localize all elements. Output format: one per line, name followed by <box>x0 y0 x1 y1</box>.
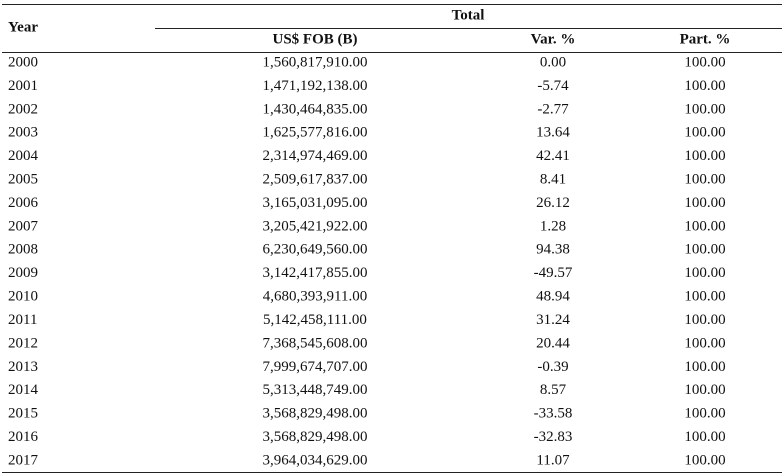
total-header: Total <box>452 7 485 23</box>
fob-header: US$ FOB (B) <box>272 31 357 47</box>
part-cell: 100.00 <box>684 382 725 398</box>
fob-cell: 1,430,464,835.00 <box>263 101 368 117</box>
fob-cell: 7,368,545,608.00 <box>263 335 368 351</box>
var-cell: 0.00 <box>540 54 566 70</box>
year-cell: 2001 <box>8 78 38 94</box>
fob-cell: 3,568,829,498.00 <box>263 406 368 422</box>
var-cell: -5.74 <box>537 78 569 94</box>
part-cell: 100.00 <box>684 359 725 375</box>
year-cell: 2015 <box>8 406 38 422</box>
var-cell: -49.57 <box>534 265 573 281</box>
year-cell: 2005 <box>8 171 38 187</box>
part-cell: 100.00 <box>684 125 725 141</box>
var-cell: -2.77 <box>537 101 569 117</box>
part-cell: 100.00 <box>684 452 725 468</box>
var-cell: 26.12 <box>536 195 570 211</box>
year-cell: 2000 <box>8 54 38 70</box>
part-header: Part. % <box>680 31 731 47</box>
var-cell: 13.64 <box>536 125 570 141</box>
year-cell: 2013 <box>8 359 38 375</box>
fob-cell: 3,568,829,498.00 <box>263 429 368 445</box>
part-cell: 100.00 <box>684 101 725 117</box>
fob-cell: 1,560,817,910.00 <box>263 54 368 70</box>
year-cell: 2008 <box>8 242 38 258</box>
part-cell: 100.00 <box>684 171 725 187</box>
fob-cell: 2,314,974,469.00 <box>263 148 368 164</box>
year-cell: 2007 <box>8 218 39 234</box>
var-cell: 42.41 <box>536 148 570 164</box>
part-cell: 100.00 <box>684 312 725 328</box>
year-cell: 2004 <box>8 148 39 164</box>
fob-cell: 1,625,577,816.00 <box>263 125 368 141</box>
fob-cell: 3,142,417,855.00 <box>263 265 368 281</box>
part-cell: 100.00 <box>684 78 725 94</box>
fob-cell: 6,230,649,560.00 <box>263 242 368 258</box>
var-cell: 1.28 <box>540 218 566 234</box>
var-cell: 31.24 <box>536 312 570 328</box>
part-cell: 100.00 <box>684 195 725 211</box>
part-cell: 100.00 <box>684 148 725 164</box>
var-cell: 48.94 <box>536 289 570 305</box>
year-cell: 2009 <box>8 265 38 281</box>
var-cell: -0.39 <box>537 359 568 375</box>
year-cell: 2010 <box>8 289 38 305</box>
part-cell: 100.00 <box>684 289 725 305</box>
part-cell: 100.00 <box>684 54 725 70</box>
var-cell: -33.58 <box>534 406 573 422</box>
part-cell: 100.00 <box>684 218 725 234</box>
year-cell: 2003 <box>8 125 38 141</box>
part-cell: 100.00 <box>684 265 725 281</box>
part-cell: 100.00 <box>684 429 725 445</box>
var-cell: 8.41 <box>540 171 566 187</box>
year-cell: 2006 <box>8 195 39 211</box>
fob-cell: 5,313,448,749.00 <box>263 382 368 398</box>
var-cell: 11.07 <box>536 452 570 468</box>
year-cell: 2014 <box>8 382 39 398</box>
year-cell: 2017 <box>8 452 39 468</box>
fob-cell: 1,471,192,138.00 <box>263 78 368 94</box>
fob-cell: 5,142,458,111.00 <box>263 312 367 328</box>
var-cell: 94.38 <box>536 242 570 258</box>
fob-cell: 4,680,393,911.00 <box>263 289 367 305</box>
year-cell: 2016 <box>8 429 39 445</box>
fob-cell: 3,964,034,629.00 <box>263 452 368 468</box>
var-cell: 8.57 <box>540 382 567 398</box>
part-cell: 100.00 <box>684 406 725 422</box>
fob-cell: 3,205,421,922.00 <box>263 218 368 234</box>
var-cell: -32.83 <box>534 429 573 445</box>
fob-cell: 7,999,674,707.00 <box>263 359 368 375</box>
year-cell: 2002 <box>8 101 38 117</box>
fob-cell: 3,165,031,095.00 <box>263 195 368 211</box>
fob-cell: 2,509,617,837.00 <box>263 171 368 187</box>
part-cell: 100.00 <box>684 335 725 351</box>
var-header: Var. % <box>531 31 576 47</box>
year-cell: 2011 <box>8 312 37 328</box>
part-cell: 100.00 <box>684 242 725 258</box>
year-cell: 2012 <box>8 335 38 351</box>
var-cell: 20.44 <box>536 335 570 351</box>
year-header: Year <box>8 19 38 35</box>
